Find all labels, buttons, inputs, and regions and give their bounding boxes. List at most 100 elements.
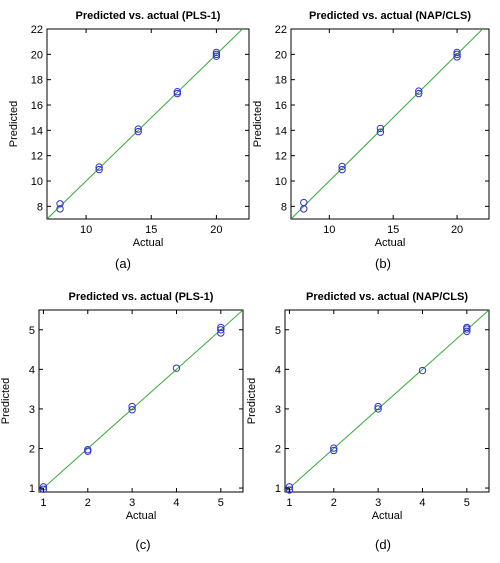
data-point — [463, 323, 471, 332]
data-point — [415, 89, 423, 98]
y-tick-label: 20 — [275, 49, 287, 61]
data-point — [376, 128, 385, 136]
y-tick-label: 12 — [275, 151, 287, 163]
x-tick-label: 15 — [387, 224, 399, 236]
x-tick-label: 4 — [419, 497, 425, 509]
panel-caption: (c) — [135, 537, 150, 552]
data-point — [56, 205, 64, 213]
chart-panel-3: 1 2 3 4 5 1 2 3 4 5 Predicted vs. actual (PLS-1) Ac… — [0, 291, 244, 552]
data-point — [330, 446, 338, 455]
data-point — [134, 127, 142, 136]
data-point — [217, 326, 225, 334]
x-tick-label: 1 — [286, 497, 292, 509]
x-tick-label: 5 — [464, 497, 470, 509]
data-point — [453, 48, 461, 57]
y-tick-label: 1 — [275, 483, 281, 495]
y-tick-label: 2 — [29, 443, 35, 455]
fit-line — [39, 310, 243, 492]
x-axis-label: Actual — [126, 510, 157, 522]
data-point — [376, 124, 385, 133]
x-tick-label: 2 — [85, 497, 91, 509]
data-point — [453, 53, 461, 61]
y-tick-label: 16 — [31, 100, 43, 112]
x-tick-label: 20 — [451, 224, 463, 236]
data-point — [39, 485, 48, 493]
data-point — [212, 52, 221, 60]
y-tick-label: 8 — [37, 201, 43, 213]
x-tick-label: 3 — [375, 497, 381, 509]
chart-title: Predicted vs. actual (PLS-1) — [76, 10, 221, 22]
x-tick-label: 3 — [129, 497, 135, 509]
data-point — [172, 364, 181, 372]
chart-title: Predicted vs. actual (NAP/CLS) — [306, 291, 468, 303]
x-tick-label: 10 — [80, 224, 92, 236]
data-point — [173, 89, 182, 98]
data-point — [285, 486, 294, 494]
data-point — [374, 402, 382, 411]
y-tick-label: 1 — [29, 483, 35, 495]
y-tick-label: 8 — [281, 201, 287, 213]
x-tick-label: 5 — [218, 497, 224, 509]
y-axis-label: Predicted — [0, 378, 12, 424]
y-tick-label: 4 — [275, 364, 281, 376]
data-point — [374, 405, 382, 413]
data-point — [84, 445, 92, 454]
y-tick-label: 3 — [29, 404, 35, 416]
data-point — [134, 125, 142, 133]
y-tick-label: 10 — [275, 176, 287, 188]
y-tick-label: 5 — [275, 325, 281, 337]
y-axis-label: Predicted — [246, 378, 258, 424]
y-tick-label: 12 — [31, 151, 43, 163]
data-point — [95, 163, 103, 171]
x-tick-label: 2 — [331, 497, 337, 509]
y-tick-label: 2 — [275, 443, 281, 455]
y-tick-label: 22 — [31, 24, 43, 36]
x-tick-label: 10 — [323, 224, 335, 236]
y-tick-label: 3 — [275, 404, 281, 416]
chart-panel-2: 10 15 20 8 10 12 14 16 18 20 22 Predicted vs. actua… — [252, 10, 490, 271]
plot-frame — [290, 28, 490, 220]
x-tick-label: 1 — [40, 497, 46, 509]
data-point — [217, 329, 225, 337]
data-point — [300, 198, 308, 207]
data-point — [330, 444, 338, 452]
data-point — [453, 50, 461, 59]
data-point — [217, 323, 225, 332]
x-axis-label: Actual — [375, 237, 406, 249]
data-point — [56, 200, 64, 208]
x-axis-label: Actual — [133, 237, 164, 249]
chart-panel-1: 10 15 20 8 10 12 14 16 18 20 22 Predicted vs. actua… — [8, 10, 250, 271]
x-tick-label: 20 — [210, 224, 222, 236]
y-tick-label: 4 — [29, 364, 35, 376]
data-point — [128, 406, 136, 414]
y-tick-label: 10 — [31, 176, 43, 188]
y-tick-label: 22 — [275, 24, 287, 36]
data-point — [212, 48, 221, 57]
x-axis-label: Actual — [372, 510, 403, 522]
data-point — [95, 165, 103, 174]
y-tick-label: 20 — [31, 49, 43, 61]
y-tick-label: 14 — [31, 125, 43, 137]
chart-title: Predicted vs. actual (NAP/CLS) — [309, 10, 471, 22]
x-tick-label: 4 — [173, 497, 179, 509]
y-tick-label: 14 — [275, 125, 287, 137]
x-tick-label: 15 — [145, 224, 157, 236]
data-point — [418, 366, 427, 375]
y-tick-label: 16 — [275, 100, 287, 112]
panel-caption: (b) — [375, 256, 391, 271]
panel-caption: (a) — [115, 256, 131, 271]
data-point — [173, 88, 182, 96]
plot-frame — [46, 28, 250, 220]
y-axis-label: Predicted — [8, 101, 20, 147]
y-tick-label: 18 — [31, 75, 43, 87]
data-point — [415, 87, 423, 95]
chart-title: Predicted vs. actual (PLS-1) — [69, 291, 214, 303]
fit-line — [285, 310, 489, 492]
y-tick-label: 5 — [29, 325, 35, 337]
chart-panel-4: 1 2 3 4 5 1 2 3 4 5 Predicted vs. actual (NAP/CLS)… — [246, 291, 490, 552]
data-point — [128, 402, 136, 411]
data-point — [212, 50, 221, 59]
y-tick-label: 18 — [275, 75, 287, 87]
data-point — [463, 327, 471, 336]
